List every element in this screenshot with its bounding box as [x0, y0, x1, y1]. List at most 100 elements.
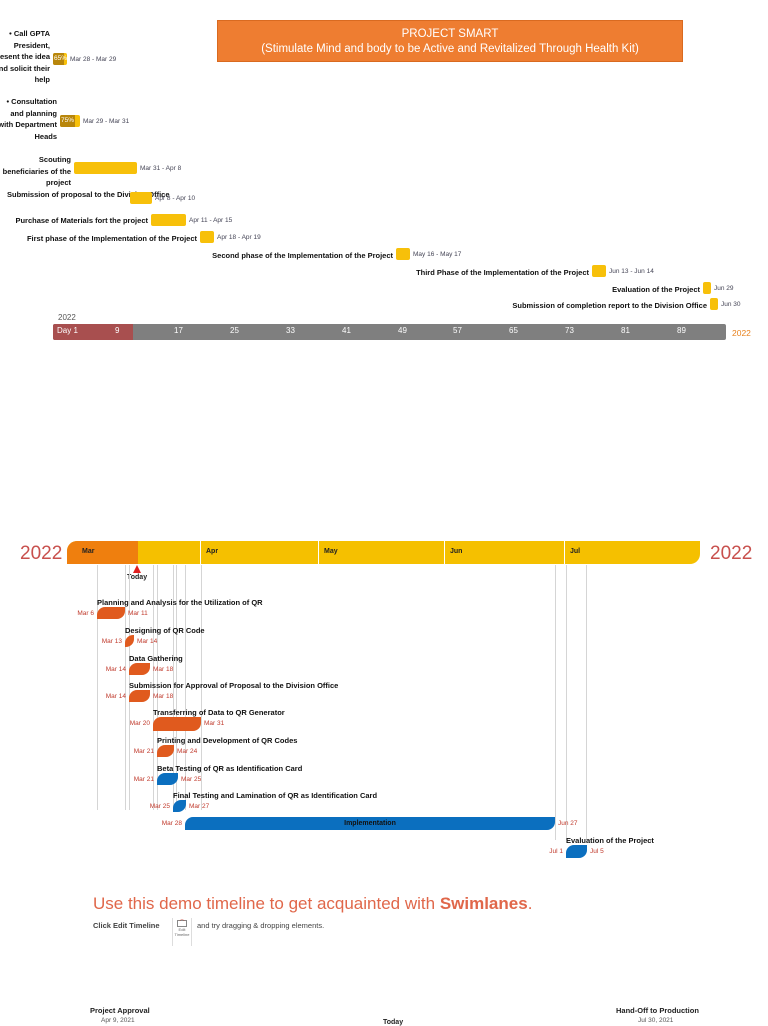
task-start-date: Mar 21 — [133, 776, 154, 783]
swimlane-task-bar[interactable] — [97, 607, 125, 619]
headline-bold: Swimlanes — [439, 894, 528, 913]
guide-line — [97, 565, 98, 810]
guide-line — [125, 565, 126, 810]
task-start-date: Mar 20 — [129, 720, 150, 727]
swimlane-task-bar[interactable] — [125, 635, 134, 647]
gantt-task-bar[interactable] — [151, 214, 186, 226]
gantt-task-bar[interactable] — [200, 231, 214, 243]
title-line-1: PROJECT SMART — [401, 28, 499, 40]
axis-tick-label: 57 — [453, 326, 462, 335]
guide-line — [173, 565, 174, 810]
axis-tick-label: Day 1 — [57, 326, 78, 335]
gantt-task-dates: Jun 13 - Jun 14 — [609, 268, 654, 275]
swimlane-task-bar[interactable]: Implementation — [185, 817, 555, 830]
axis-tick-label: 25 — [230, 326, 239, 335]
task-start-date: Mar 25 — [149, 803, 170, 810]
elapsed-days — [53, 324, 133, 340]
swimlane-task-bar[interactable] — [157, 745, 174, 757]
task-end-date: Mar 31 — [204, 720, 225, 727]
elapsed-band — [67, 541, 138, 564]
swimlane-task-bar[interactable] — [173, 800, 186, 812]
swimlane-task-label: Planning and Analysis for the Utilizatio… — [97, 598, 263, 607]
axis-tick-label: 73 — [565, 326, 574, 335]
task-end-date: Mar 14 — [137, 638, 158, 645]
month-label: Mar — [82, 548, 95, 555]
task-start-date: Mar 13 — [101, 638, 122, 645]
gantt-task-bar[interactable] — [592, 265, 606, 277]
swimlane-task-bar[interactable] — [129, 690, 150, 702]
swimlane-task-bar[interactable] — [566, 845, 587, 858]
guide-line — [566, 565, 567, 840]
month-divider — [564, 541, 565, 564]
month-divider — [200, 541, 201, 564]
guide-line — [157, 565, 158, 810]
edit-timeline-label: Edit Timeline — [174, 927, 190, 937]
guide-line — [555, 565, 556, 840]
gantt-task-dates: Mar 31 - Apr 8 — [140, 165, 182, 172]
task-end-date: Mar 24 — [177, 748, 198, 755]
gantt-task-bar[interactable]: 65% — [53, 53, 67, 65]
swimlane-task-label: Final Testing and Lamination of QR as Id… — [173, 791, 378, 800]
swimlane-task-label: Printing and Development of QR Codes — [157, 736, 298, 745]
edit-timeline-button[interactable]: ⌒ Edit Timeline — [172, 918, 192, 946]
gantt-task-bar[interactable] — [130, 192, 152, 204]
swimlane-task-label: Transferring of Data to QR Generator — [153, 708, 285, 717]
swimlane-task-bar[interactable] — [157, 773, 178, 785]
gantt-task-label: Third Phase of the Implementation of the… — [416, 268, 589, 277]
axis-tick-label: 9 — [115, 326, 120, 335]
month-label: Jun — [450, 548, 463, 555]
gantt-task-dates: Apr 8 - Apr 10 — [155, 195, 196, 202]
task-end-date: Mar 18 — [153, 666, 174, 673]
gantt-task-dates: Apr 18 - Apr 19 — [217, 234, 261, 241]
edit-timeline-icon: ⌒ — [177, 920, 187, 927]
month-label: May — [324, 548, 338, 555]
gantt-task-dates: Jun 30 — [721, 301, 741, 308]
axis-tick-label: 89 — [677, 326, 686, 335]
gantt-task-label: Purchase of Materials fort the project — [15, 216, 148, 225]
today-marker-icon — [133, 565, 141, 573]
guide-line — [129, 565, 130, 810]
gantt-task-bar[interactable] — [74, 162, 137, 174]
task-end-date: Jun 27 — [558, 820, 578, 827]
gantt-task-label: Scouting beneficiaries of the project — [2, 155, 71, 187]
gantt-task-label: Second phase of the Implementation of th… — [212, 251, 393, 260]
gantt-task-bar[interactable] — [703, 282, 711, 294]
hand-off-date: Jul 30, 2021 — [638, 1017, 674, 1024]
swimlane-task-bar[interactable] — [129, 663, 150, 675]
guide-line — [586, 565, 587, 840]
demo-headline: Use this demo timeline to get acquainted… — [93, 894, 532, 914]
swimlane-task-label: Submission for Approval of Proposal to t… — [129, 681, 339, 690]
gantt-task-bar[interactable] — [710, 298, 718, 310]
month-divider — [318, 541, 319, 564]
gantt-task-label: Evaluation of the Project — [612, 285, 700, 294]
gantt-task-bar[interactable] — [396, 248, 410, 260]
progress-indicator: 65% — [53, 53, 67, 65]
swimlane-task-label: Beta Testing of QR as Identification Car… — [157, 764, 303, 773]
task-start-date: Jul 1 — [549, 848, 563, 855]
gantt-task-bar[interactable]: 75% — [60, 115, 80, 127]
progress-indicator: 75% — [60, 115, 75, 127]
guide-line — [185, 565, 186, 810]
headline-text: Use this demo timeline to get acquainted… — [93, 894, 440, 913]
project-title-box: PROJECT SMART (Stimulate Mind and body t… — [217, 20, 683, 62]
swimlane-task-label: Designing of QR Code — [125, 626, 205, 635]
headline-suffix: . — [527, 894, 533, 913]
axis-tick-label: 41 — [342, 326, 351, 335]
gantt-task-label: Submission of completion report to the D… — [512, 301, 707, 310]
axis-tick-label: 17 — [174, 326, 183, 335]
today-label: Today — [127, 574, 148, 581]
axis-tick-label: 49 — [398, 326, 407, 335]
footer-today-label: Today — [383, 1019, 404, 1026]
swimlane-task-label: Data Gathering — [129, 654, 183, 663]
gantt-task-dates: Mar 29 - Mar 31 — [83, 118, 130, 125]
task-start-date: Mar 14 — [105, 666, 126, 673]
task-start-date: Mar 21 — [133, 748, 154, 755]
task-end-date: Mar 25 — [181, 776, 202, 783]
month-band: Mar Apr May Jun Jul — [67, 541, 700, 564]
axis-tick-label: 65 — [509, 326, 518, 335]
swimlane-task-label: Evaluation of the Project — [566, 836, 654, 845]
swimlane-year-left: 2022 — [20, 543, 63, 564]
task-start-date: Mar 6 — [77, 610, 94, 617]
swimlane-task-bar[interactable] — [153, 717, 201, 731]
gantt-task-label: First phase of the Implementation of the… — [26, 234, 197, 243]
